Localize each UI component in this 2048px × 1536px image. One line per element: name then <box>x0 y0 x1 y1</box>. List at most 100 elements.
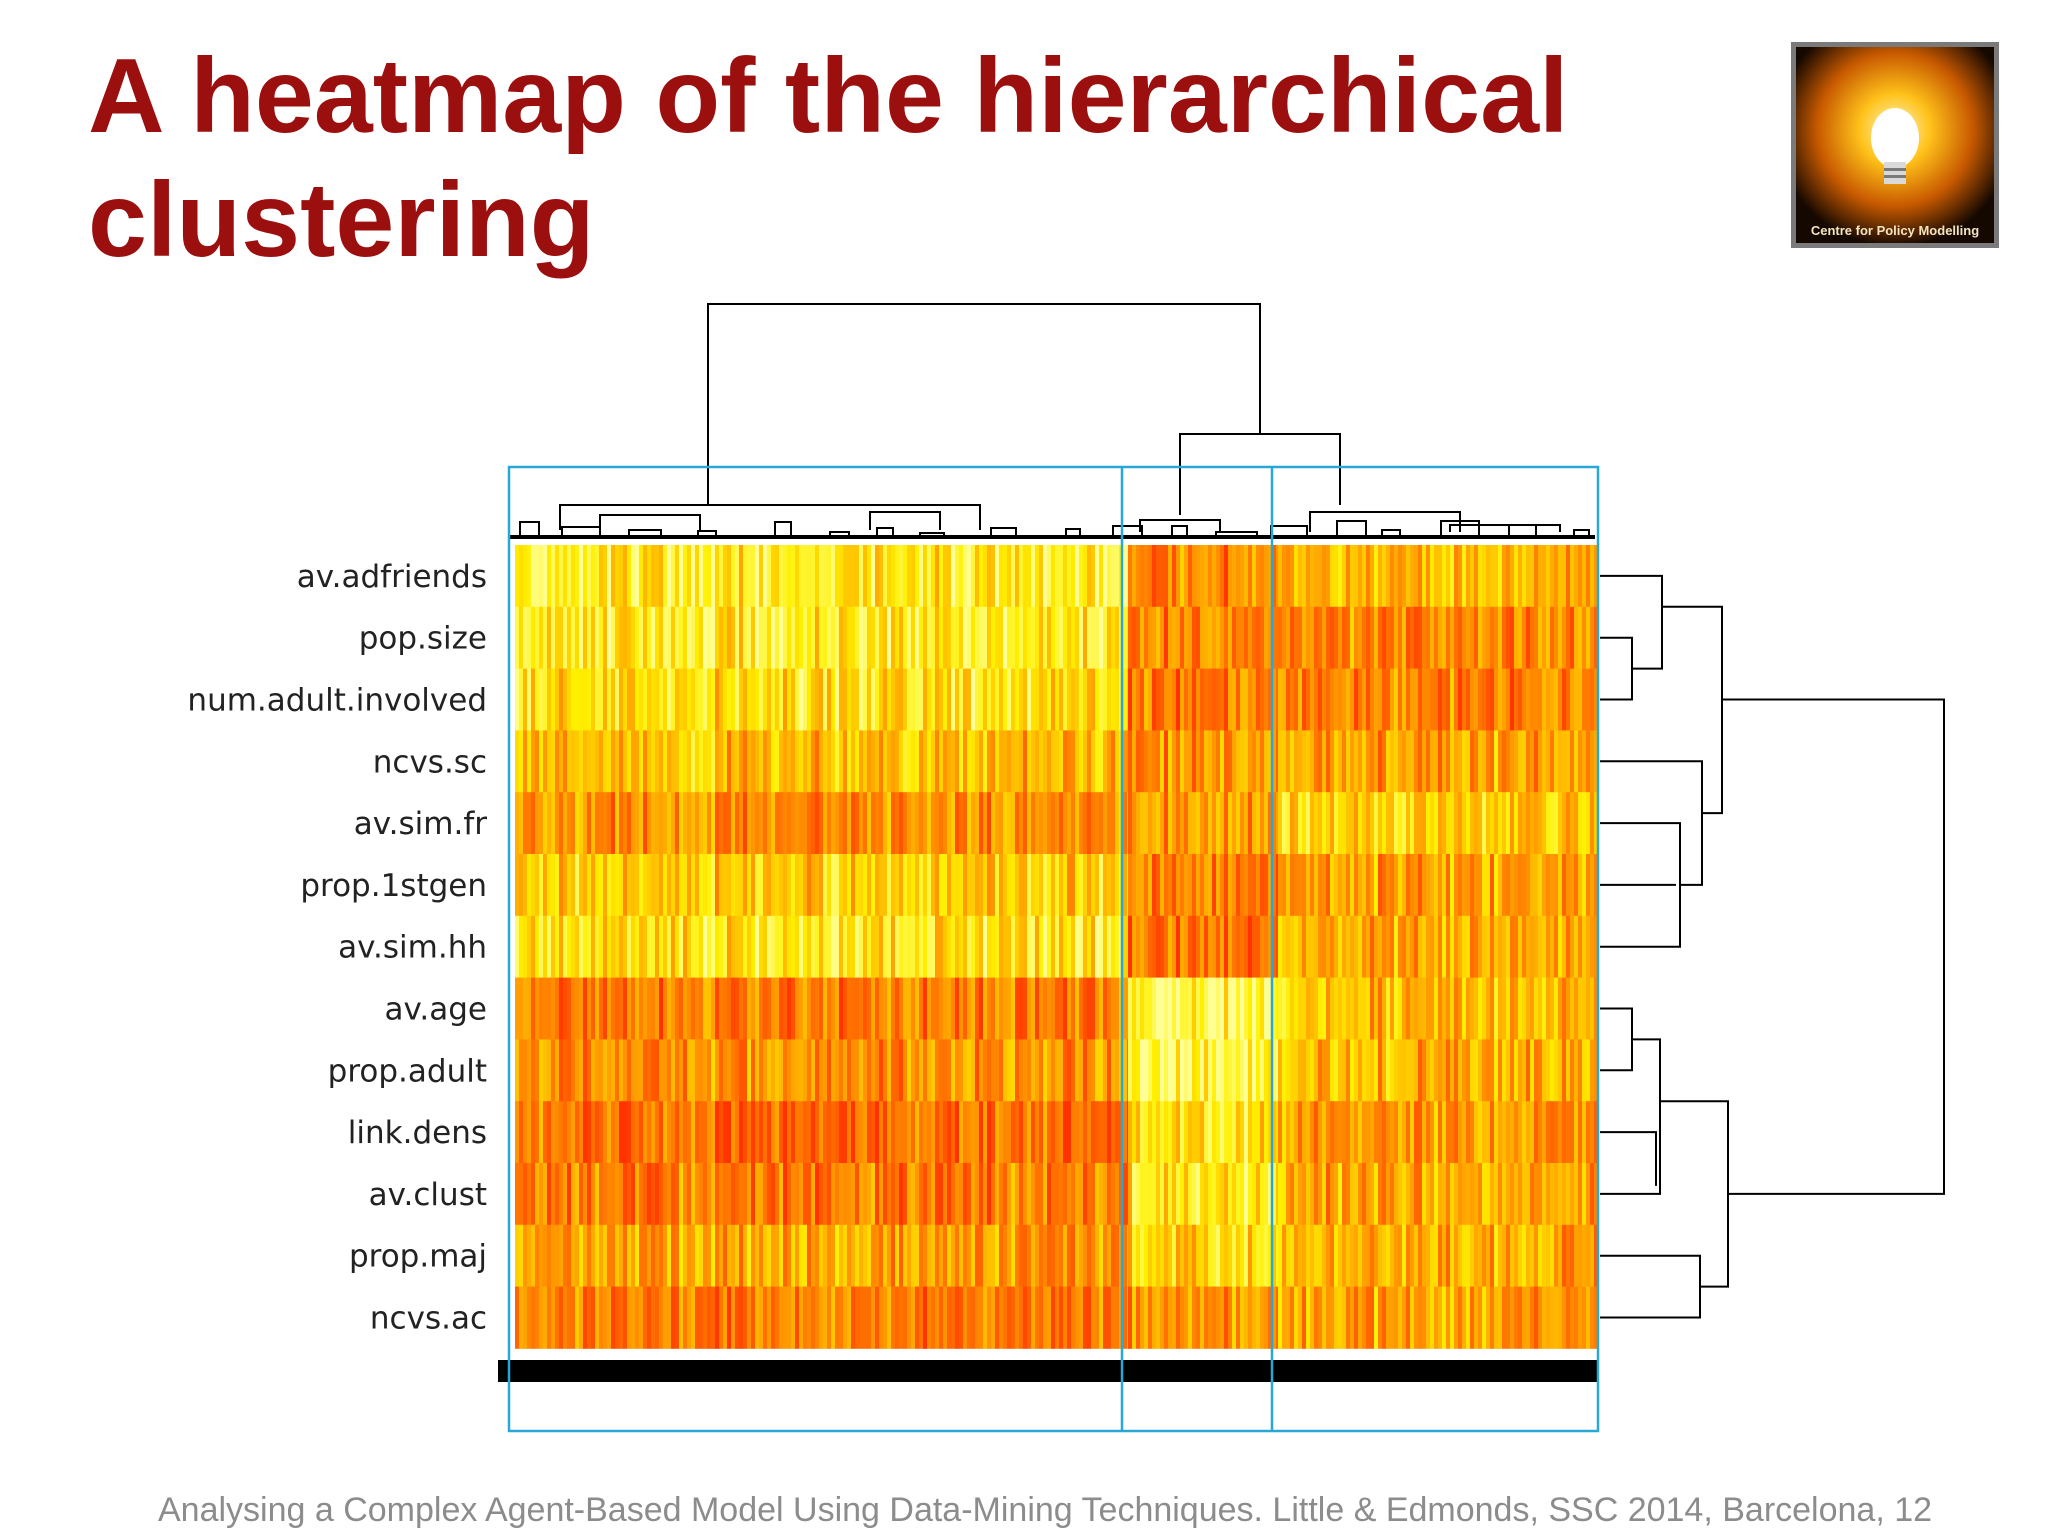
heat-cell <box>883 915 888 978</box>
heat-cell <box>571 545 576 608</box>
heat-cell <box>731 1039 736 1102</box>
heat-cell <box>1286 545 1291 608</box>
heat-cell <box>543 854 548 917</box>
heat-cell <box>1176 668 1181 731</box>
heat-cell <box>631 977 636 1040</box>
heat-cell <box>535 1163 540 1226</box>
heat-cell <box>1566 854 1571 917</box>
heat-cell <box>791 730 796 793</box>
heat-cell <box>707 606 712 669</box>
heat-cell <box>1350 606 1355 669</box>
heat-cell <box>1043 1224 1048 1287</box>
heat-cell <box>1590 1163 1595 1226</box>
heat-cell <box>1208 1224 1213 1287</box>
heat-cell <box>1358 792 1363 855</box>
heat-cell <box>851 668 856 731</box>
heat-cell <box>1582 977 1587 1040</box>
heat-cell <box>1578 977 1583 1040</box>
heat-cell <box>1132 1039 1137 1102</box>
heat-cell <box>1302 854 1307 917</box>
heat-cell <box>1554 1286 1559 1349</box>
heat-cell <box>1216 545 1221 608</box>
heat-cell <box>731 606 736 669</box>
heat-cell <box>1426 854 1431 917</box>
heat-cell <box>1330 915 1335 978</box>
heat-cell <box>979 915 984 978</box>
heat-cell <box>1322 1163 1327 1226</box>
heat-cell <box>755 668 760 731</box>
heat-cell <box>1542 545 1547 608</box>
heat-cell <box>647 1224 652 1287</box>
heat-cell <box>743 668 748 731</box>
heat-cell <box>839 1286 844 1349</box>
heat-cell <box>887 1101 892 1164</box>
heat-cell <box>527 915 532 978</box>
cpm-logo: Centre for Policy Modelling <box>1791 42 1999 248</box>
heat-cell <box>1035 1224 1040 1287</box>
heat-cell <box>1306 730 1311 793</box>
heat-cell <box>1334 1224 1339 1287</box>
heat-cell <box>1228 668 1233 731</box>
dendrogram-branch <box>1171 525 1188 537</box>
heat-cell <box>739 606 744 669</box>
heat-cell <box>1578 1286 1583 1349</box>
heat-cell <box>803 854 808 917</box>
heat-cell <box>1410 792 1415 855</box>
heat-cell <box>911 915 916 978</box>
heat-cell <box>1208 730 1213 793</box>
heat-cell <box>1394 668 1399 731</box>
heat-cell <box>1071 545 1076 608</box>
heat-cell <box>1582 1224 1587 1287</box>
heat-cell <box>1386 606 1391 669</box>
heat-cell <box>615 668 620 731</box>
heat-cell <box>703 730 708 793</box>
heat-cell <box>655 854 660 917</box>
heat-cell <box>963 545 968 608</box>
heat-cell <box>1370 915 1375 978</box>
heat-cell <box>931 1163 936 1226</box>
heat-cell <box>1075 1101 1080 1164</box>
heat-cell <box>899 1101 904 1164</box>
heat-cell <box>1514 792 1519 855</box>
heat-cell <box>971 606 976 669</box>
heat-cell <box>731 545 736 608</box>
heat-cell <box>935 606 940 669</box>
heat-cell <box>1326 545 1331 608</box>
heat-cell <box>1414 1039 1419 1102</box>
heat-cell <box>1562 915 1567 978</box>
heat-cell <box>807 606 812 669</box>
heat-cell <box>587 545 592 608</box>
heat-cell <box>707 1101 712 1164</box>
heat-cell <box>927 1286 932 1349</box>
heat-cell <box>1232 606 1237 669</box>
heat-cell <box>803 668 808 731</box>
heat-cell <box>1264 730 1269 793</box>
heat-cell <box>1115 730 1120 793</box>
heat-cell <box>891 668 896 731</box>
heat-cell <box>1486 792 1491 855</box>
heat-cell <box>1168 1163 1173 1226</box>
heat-cell <box>875 915 880 978</box>
heat-cell <box>1462 1224 1467 1287</box>
heat-cell <box>1450 1039 1455 1102</box>
heat-cell <box>747 730 752 793</box>
dendrogram-branch <box>1215 531 1258 537</box>
heat-cell <box>819 915 824 978</box>
heat-cell <box>719 977 724 1040</box>
heat-cell <box>1248 1101 1253 1164</box>
heat-cell <box>1310 545 1315 608</box>
heat-cell <box>1160 668 1165 731</box>
heat-cell <box>943 1163 948 1226</box>
heat-cell <box>551 668 556 731</box>
heat-cell <box>531 1163 536 1226</box>
heat-cell <box>1027 606 1032 669</box>
slide-title: A heatmap of the hierarchical clustering <box>88 37 1569 279</box>
dendrogram-branch <box>1179 433 1341 515</box>
heat-cell <box>783 915 788 978</box>
heat-cell <box>1192 545 1197 608</box>
heat-cell <box>1334 606 1339 669</box>
heat-cell <box>1282 668 1287 731</box>
heat-cell <box>1594 668 1599 731</box>
heat-cell <box>639 792 644 855</box>
heat-cell <box>1470 792 1475 855</box>
